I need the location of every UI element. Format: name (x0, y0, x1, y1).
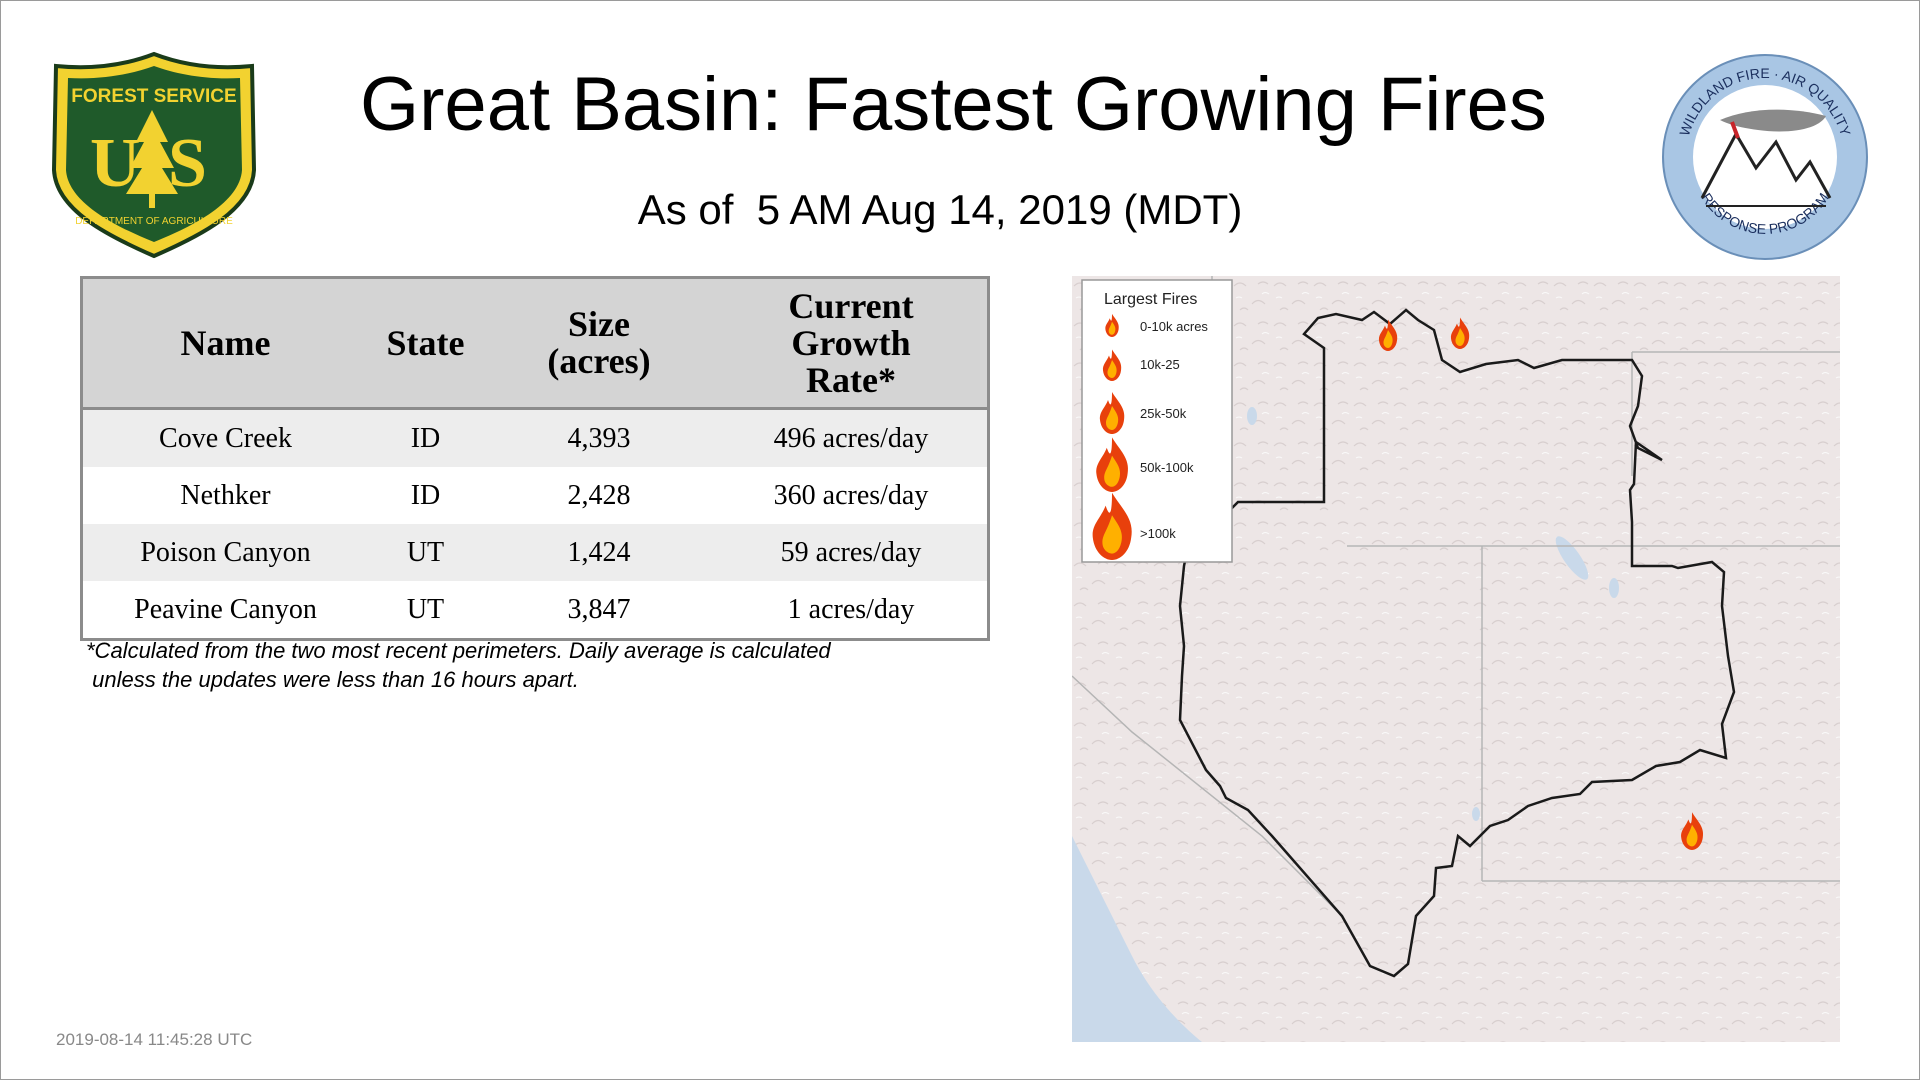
forest-service-logo: FOREST SERVICE U S DEPARTMENT OF AGRICUL… (51, 51, 257, 259)
legend-item: 25k-50k (1140, 406, 1187, 421)
lake (1247, 407, 1257, 425)
cell-state: ID (368, 408, 483, 467)
lake (1609, 578, 1619, 598)
tree-icon (126, 110, 178, 194)
legend-item: 0-10k acres (1140, 319, 1208, 334)
fs-logo-bottom-text: DEPARTMENT OF AGRICULTURE (75, 216, 233, 227)
cell-rate: 1 acres/day (715, 581, 989, 640)
table-row: Poison Canyon UT 1,424 59 acres/day (81, 524, 989, 581)
cell-rate: 360 acres/day (715, 467, 989, 524)
legend-item: >100k (1140, 526, 1176, 541)
legend-item: 10k-25 (1140, 357, 1180, 372)
map-legend: Largest Fires 0-10k acres 10k-25 25k-50k… (1081, 279, 1233, 563)
cell-name: Nethker (81, 467, 368, 524)
cell-name: Cove Creek (81, 408, 368, 467)
cell-size: 4,393 (483, 408, 715, 467)
footnote: *Calculated from the two most recent per… (86, 638, 831, 692)
cell-size: 2,428 (483, 467, 715, 524)
header-state: State (368, 277, 483, 410)
legend-item: 50k-100k (1140, 460, 1194, 475)
wildland-fire-logo: WILDLAND FIRE · AIR QUALITY RESPONSE PRO… (1662, 54, 1868, 260)
header-name: Name (81, 277, 368, 410)
cell-state: UT (368, 581, 483, 640)
cell-state: ID (368, 467, 483, 524)
table-row: Peavine Canyon UT 3,847 1 acres/day (81, 581, 989, 640)
table-header-row: Name State Size (acres) Current Growth R… (81, 277, 989, 410)
page-title: Great Basin: Fastest Growing Fires (360, 62, 1547, 147)
cell-name: Poison Canyon (81, 524, 368, 581)
fs-logo-top-text: FOREST SERVICE (71, 86, 236, 107)
cell-rate: 59 acres/day (715, 524, 989, 581)
cell-rate: 496 acres/day (715, 408, 989, 467)
lake (1472, 807, 1480, 821)
great-salt-lake (1555, 536, 1589, 580)
cell-size: 3,847 (483, 581, 715, 640)
red-marker-icon (1730, 121, 1740, 139)
great-basin-map: Largest Fires 0-10k acres 10k-25 25k-50k… (1072, 276, 1840, 1042)
table-row: Nethker ID 2,428 360 acres/day (81, 467, 989, 524)
ocean (1072, 836, 1202, 1042)
great-basin-boundary (1178, 308, 1736, 978)
cell-state: UT (368, 524, 483, 581)
table-row: Cove Creek ID 4,393 496 acres/day (81, 408, 989, 467)
cell-size: 1,424 (483, 524, 715, 581)
cell-name: Peavine Canyon (81, 581, 368, 640)
header-growth-rate: Current Growth Rate* (715, 277, 989, 410)
timestamp: 2019-08-14 11:45:28 UTC (56, 1030, 253, 1049)
fires-table: Name State Size (acres) Current Growth R… (80, 276, 990, 641)
legend-title: Largest Fires (1104, 291, 1197, 308)
page-subtitle: As of 5 AM Aug 14, 2019 (MDT) (637, 186, 1243, 233)
header-size: Size (acres) (483, 277, 715, 410)
